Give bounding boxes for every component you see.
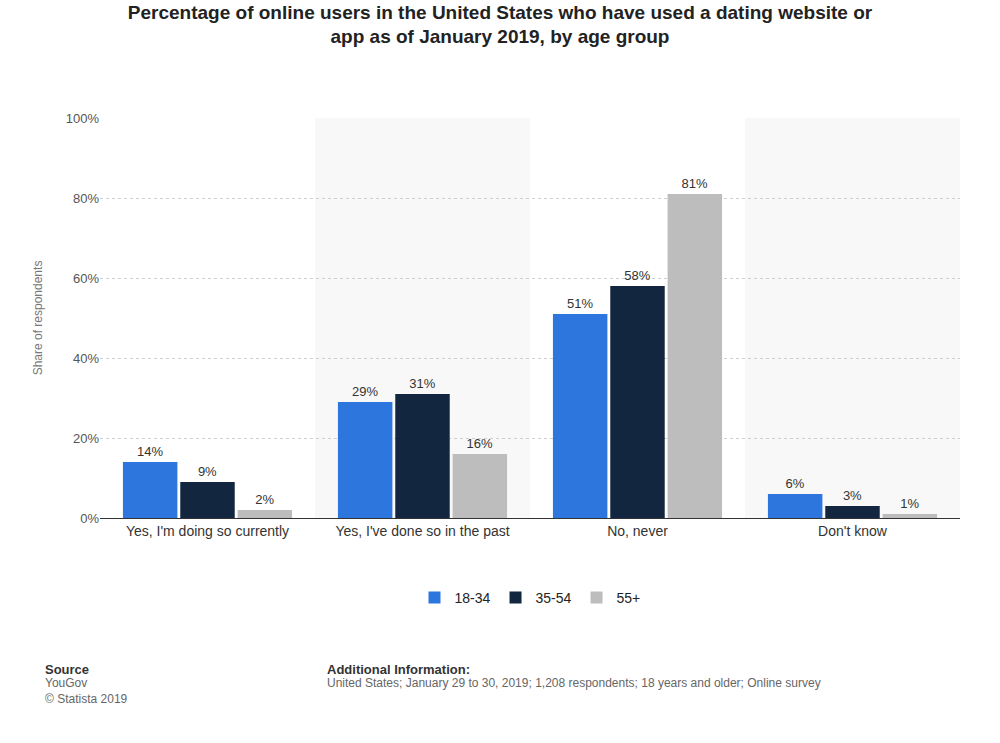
svg-text:No, never: No, never bbox=[607, 523, 668, 539]
svg-text:14%: 14% bbox=[137, 444, 163, 459]
svg-text:55+: 55+ bbox=[617, 590, 641, 606]
svg-text:80%: 80% bbox=[73, 191, 99, 206]
svg-text:0%: 0% bbox=[80, 511, 99, 526]
svg-text:60%: 60% bbox=[73, 271, 99, 286]
svg-text:2%: 2% bbox=[255, 492, 274, 507]
svg-text:Yes, I've done so in the past: Yes, I've done so in the past bbox=[335, 523, 509, 539]
svg-text:40%: 40% bbox=[73, 351, 99, 366]
svg-text:Source: Source bbox=[45, 662, 89, 677]
svg-text:51%: 51% bbox=[567, 296, 593, 311]
svg-text:9%: 9% bbox=[198, 464, 217, 479]
svg-text:Share of respondents: Share of respondents bbox=[31, 261, 45, 376]
svg-text:Don't know: Don't know bbox=[818, 523, 888, 539]
svg-text:6%: 6% bbox=[786, 476, 805, 491]
svg-text:3%: 3% bbox=[843, 488, 862, 503]
svg-text:18-34: 18-34 bbox=[455, 590, 491, 606]
svg-text:29%: 29% bbox=[352, 384, 378, 399]
svg-text:20%: 20% bbox=[73, 431, 99, 446]
svg-text:Additional Information:: Additional Information: bbox=[327, 662, 470, 677]
svg-text:31%: 31% bbox=[409, 376, 435, 391]
svg-text:YouGov© Statista 2019: YouGov© Statista 2019 bbox=[45, 676, 128, 706]
svg-text:100%: 100% bbox=[66, 111, 100, 126]
svg-text:16%: 16% bbox=[467, 436, 493, 451]
svg-text:1%: 1% bbox=[900, 496, 919, 511]
svg-text:58%: 58% bbox=[624, 268, 650, 283]
svg-text:35-54: 35-54 bbox=[536, 590, 572, 606]
svg-text:United States; January 29 to 3: United States; January 29 to 30, 2019; 1… bbox=[327, 676, 821, 690]
svg-text:Percentage of online users in: Percentage of online users in the United… bbox=[128, 2, 873, 48]
svg-text:Yes, I'm doing so currently: Yes, I'm doing so currently bbox=[126, 523, 289, 539]
svg-text:81%: 81% bbox=[682, 176, 708, 191]
